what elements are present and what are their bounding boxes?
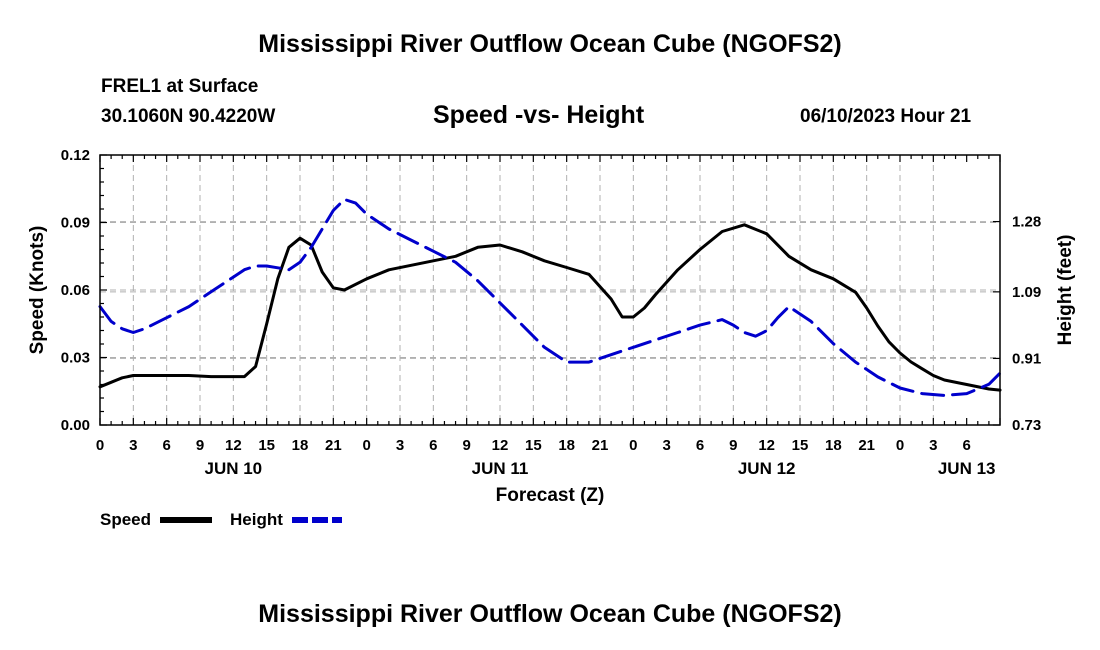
date-label: JUN 13 xyxy=(938,459,996,478)
y-tick-label: 0.06 xyxy=(61,282,90,299)
chart-title: Speed -vs- Height xyxy=(433,101,645,129)
x-tick-label: 15 xyxy=(792,437,809,454)
legend: Speed Height xyxy=(100,510,342,529)
y-tick-label: 0.03 xyxy=(61,350,90,367)
y-tick-label: 0.12 xyxy=(61,147,90,164)
legend-speed-label: Speed xyxy=(100,510,151,529)
x-tick-label: 15 xyxy=(525,437,542,454)
y2-tick-label: 1.28 xyxy=(1012,214,1041,231)
y-axis-title: Speed (Knots) xyxy=(27,226,48,355)
y2-tick-label: 1.09 xyxy=(1012,284,1041,301)
x-tick-label: 12 xyxy=(492,437,509,454)
grid-lines xyxy=(100,155,1000,425)
x-tick-label: 6 xyxy=(429,437,437,454)
x-tick-label: 12 xyxy=(758,437,775,454)
speed-series-line xyxy=(98,223,1002,392)
x-tick-label: 3 xyxy=(929,437,937,454)
x-tick-label: 18 xyxy=(558,437,575,454)
legend-height-label: Height xyxy=(230,510,283,529)
x-tick-label: 0 xyxy=(896,437,904,454)
x-tick-label: 6 xyxy=(162,437,170,454)
page-title: Mississippi River Outflow Ocean Cube (NG… xyxy=(258,30,842,58)
x-tick-label: 0 xyxy=(629,437,637,454)
x-tick-label: 21 xyxy=(592,437,609,454)
y2-tick-label: 0.91 xyxy=(1012,350,1041,367)
x-tick-label: 21 xyxy=(325,437,342,454)
series-layer xyxy=(98,197,1002,397)
date-label: JUN 11 xyxy=(472,459,529,478)
date-label: JUN 12 xyxy=(738,459,796,478)
y2-axis-title: Height (feet) xyxy=(1055,235,1076,346)
x-tick-label: 6 xyxy=(696,437,704,454)
station-coords: 30.1060N 90.4220W xyxy=(101,106,276,127)
footer-title: Mississippi River Outflow Ocean Cube (NG… xyxy=(258,600,842,628)
x-tick-label: 9 xyxy=(462,437,470,454)
x-tick-label: 15 xyxy=(258,437,275,454)
y2-tick-label: 0.73 xyxy=(1012,417,1041,434)
date-label: JUN 10 xyxy=(205,459,263,478)
x-tick-label: 12 xyxy=(225,437,242,454)
forecast-datetime: 06/10/2023 Hour 21 xyxy=(800,106,972,127)
axes xyxy=(99,154,1001,426)
x-tick-label: 6 xyxy=(962,437,970,454)
x-tick-label: 3 xyxy=(129,437,137,454)
height-series-line xyxy=(98,197,1002,397)
y-tick-label: 0.00 xyxy=(61,417,90,434)
x-tick-label: 0 xyxy=(362,437,370,454)
x-tick-label: 9 xyxy=(729,437,737,454)
x-tick-label: 21 xyxy=(858,437,875,454)
x-axis-title: Forecast (Z) xyxy=(496,485,605,506)
x-tick-label: 3 xyxy=(662,437,670,454)
axis-labels: 0 3 6 9 12 15 18 21 0 3 6 9 12 15 18 21 0 3 6 9 12 15 18 21 0 3 6 J… xyxy=(27,147,1076,506)
y-tick-label: 0.09 xyxy=(61,215,90,232)
x-tick-label: 3 xyxy=(396,437,404,454)
station-label: FREL1 at Surface xyxy=(101,76,259,97)
x-tick-label: 0 xyxy=(96,437,104,454)
x-tick-label: 9 xyxy=(196,437,204,454)
x-tick-label: 18 xyxy=(292,437,309,454)
x-tick-label: 18 xyxy=(825,437,842,454)
